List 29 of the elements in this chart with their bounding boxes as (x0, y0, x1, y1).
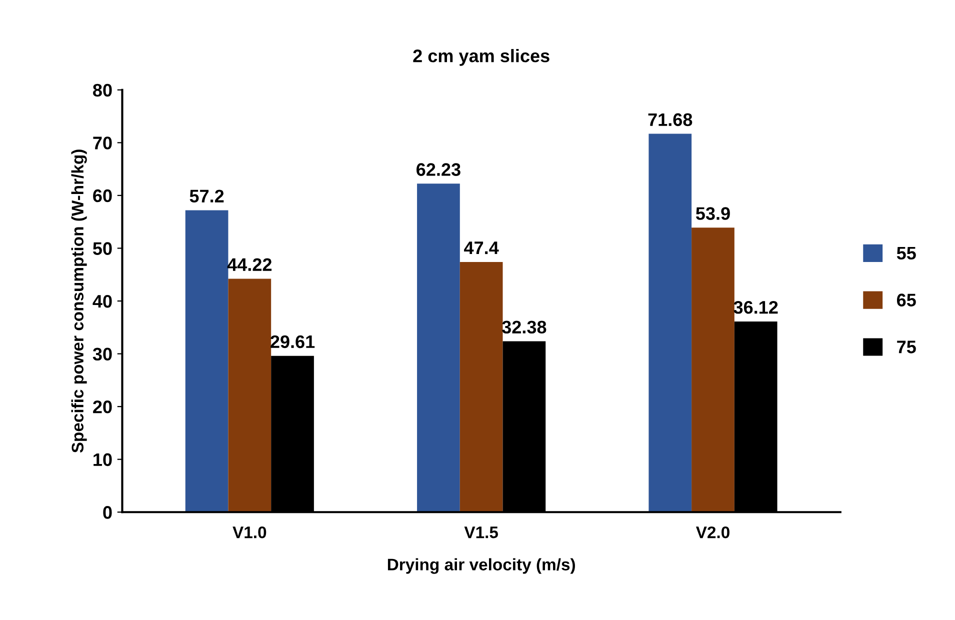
bar (228, 278, 272, 512)
legend-label: 75 (897, 340, 916, 354)
x-tick-label: V1.0 (232, 526, 266, 538)
y-tick-label: 70 (93, 136, 112, 150)
y-tick-label: 80 (93, 84, 112, 97)
chart-title: 2 cm yam slices (413, 49, 550, 66)
bar (417, 184, 460, 512)
y-axis-title: Specific power consumption (W-hr/kg) (71, 150, 87, 453)
x-tick-label: V1.5 (464, 526, 498, 538)
bar (185, 210, 228, 512)
y-tick-label: 20 (93, 400, 112, 414)
bar (460, 262, 503, 512)
y-tick-label: 30 (92, 348, 112, 361)
legend-label: 55 (896, 246, 916, 260)
data-label: 53.9 (696, 207, 730, 220)
y-tick-label: 60 (93, 189, 112, 202)
y-tick-label: 10 (94, 453, 112, 466)
legend-label: 65 (896, 294, 916, 306)
y-tick-label: 40 (92, 294, 112, 308)
y-tick-label: 50 (92, 242, 112, 255)
data-label: 47.4 (464, 242, 499, 254)
bar (692, 228, 734, 512)
data-label: 62.23 (416, 163, 460, 176)
data-label: 71.68 (648, 113, 692, 126)
y-tick-label: 0 (103, 506, 112, 519)
bar (648, 134, 692, 512)
x-tick-label: V2.0 (696, 526, 730, 538)
data-label: 57.2 (190, 190, 224, 202)
x-axis-title: Drying air velocity (m/s) (388, 558, 575, 574)
